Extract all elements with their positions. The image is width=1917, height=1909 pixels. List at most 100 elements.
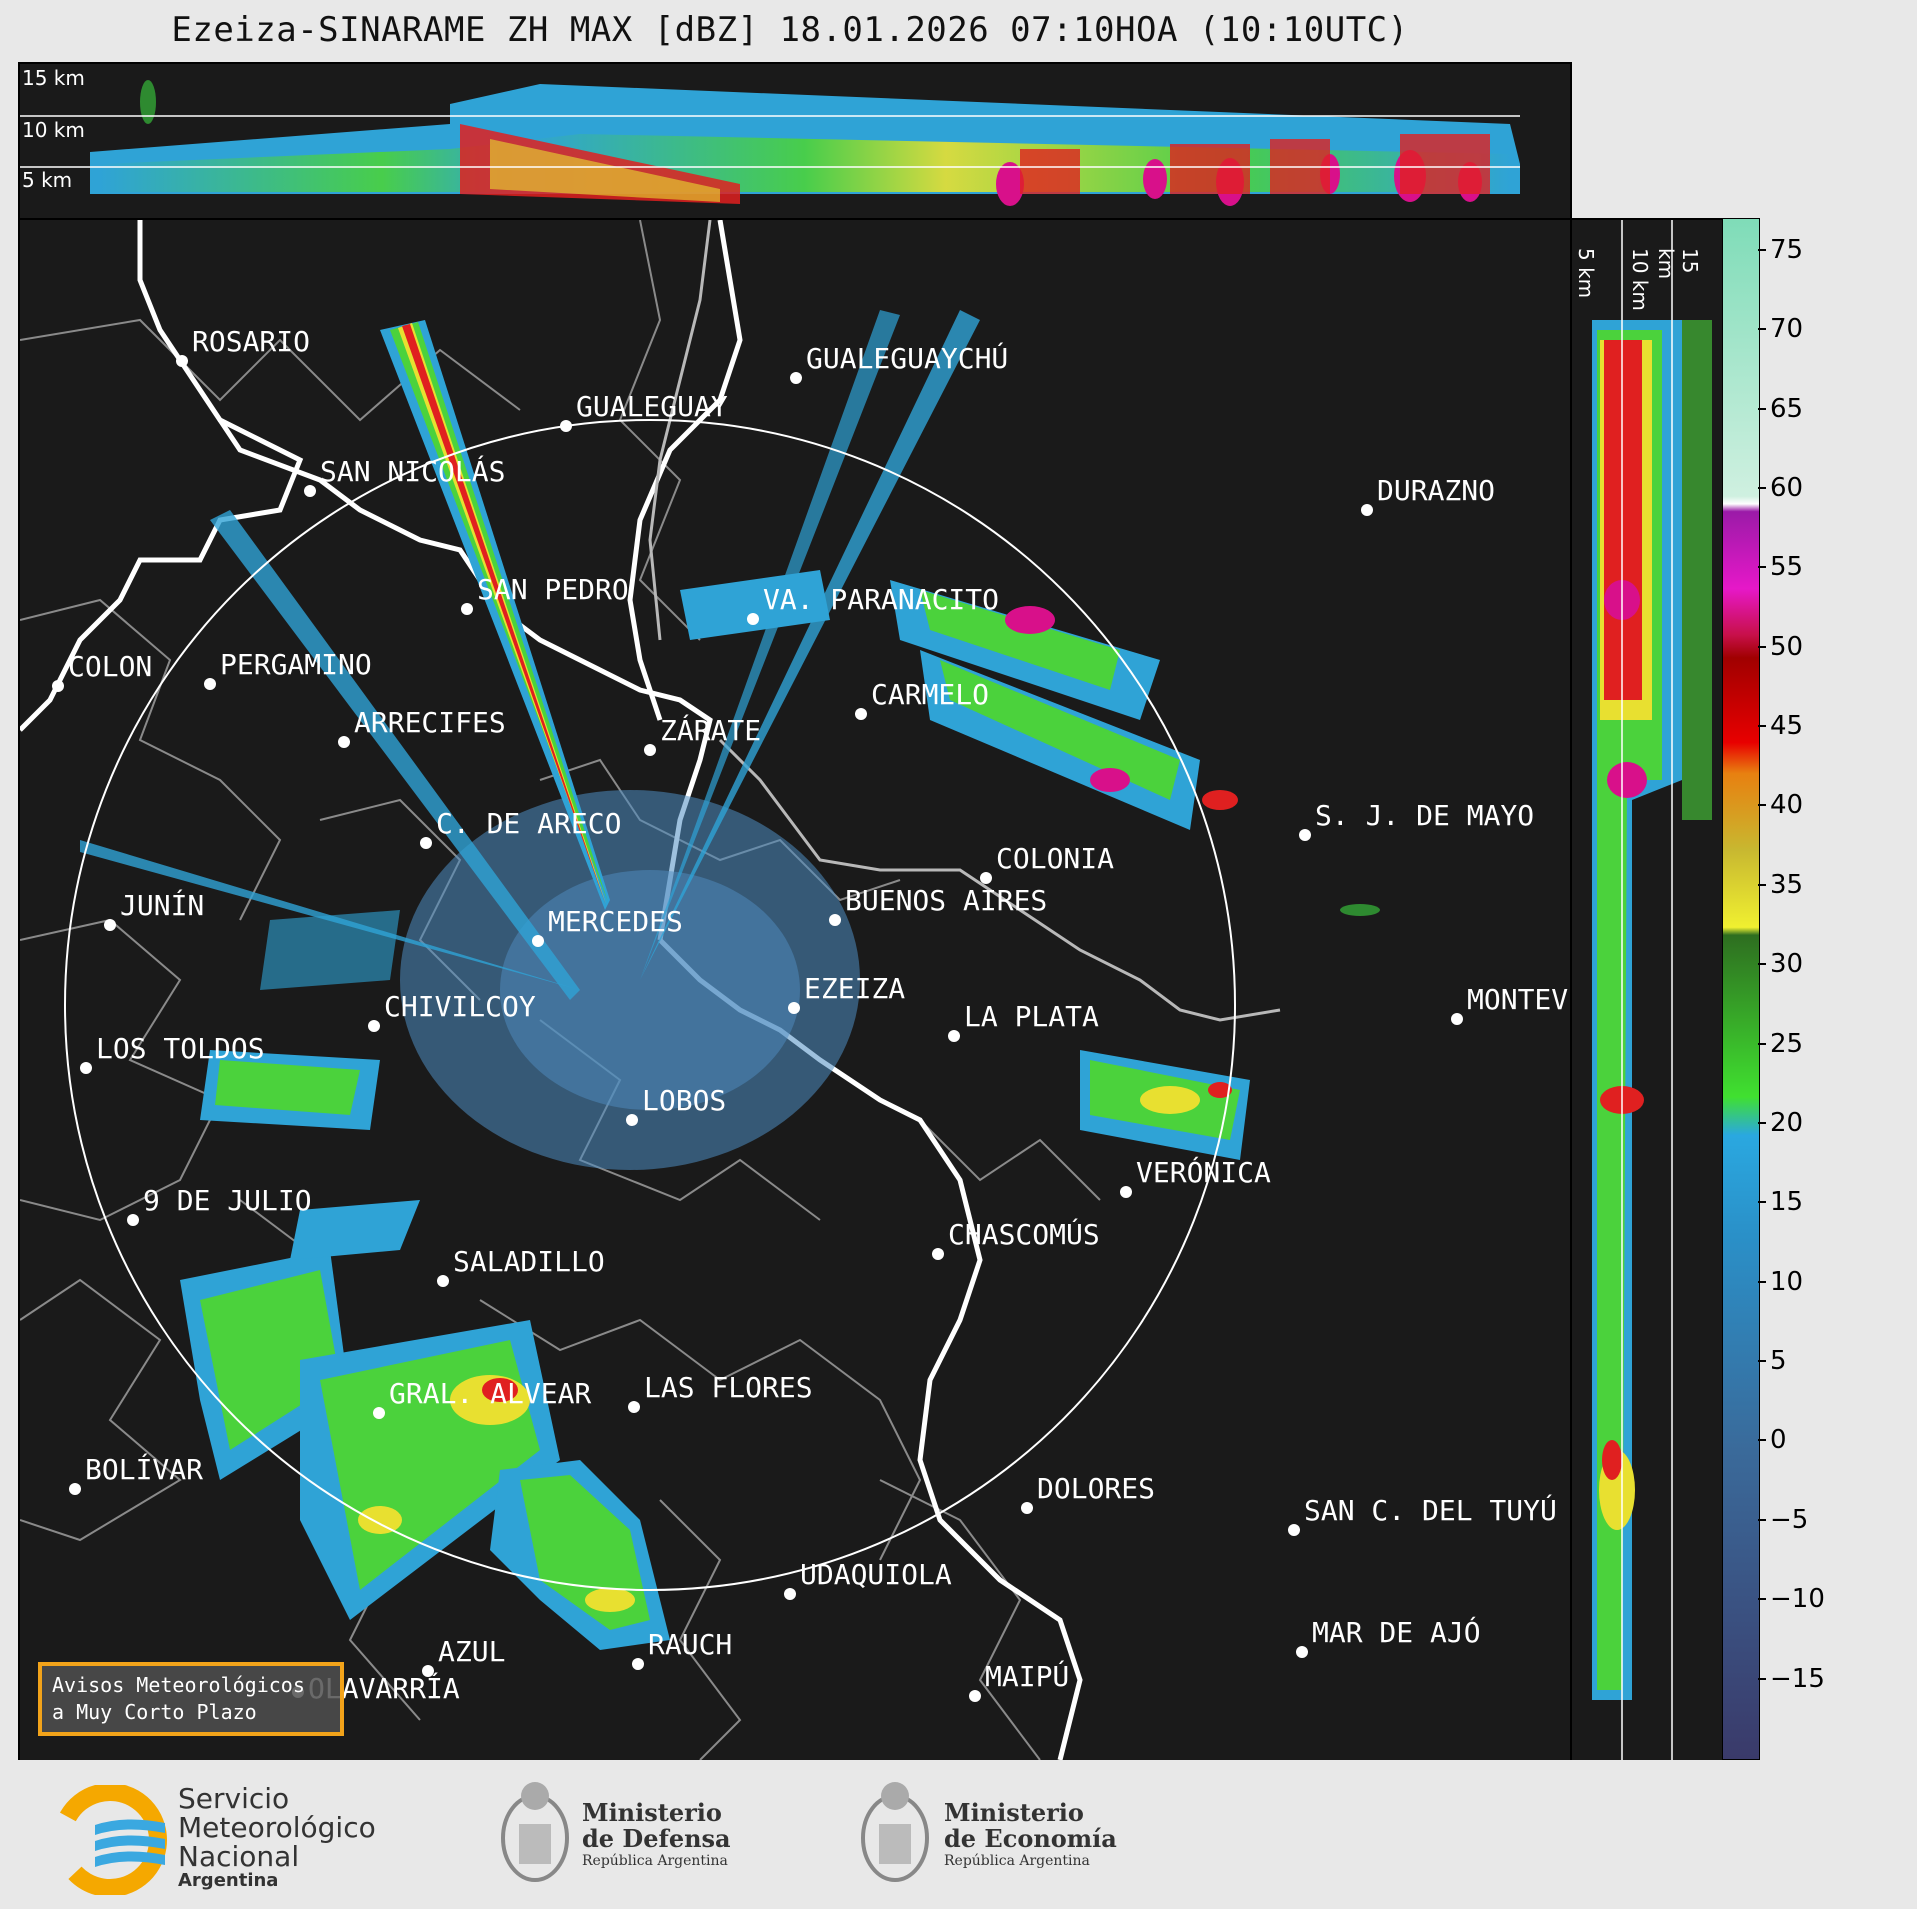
- colorbar-tick-label: 35: [1770, 869, 1804, 900]
- city-label-mercedes: MERCEDES: [548, 905, 683, 938]
- colorbar-tick-label: 0: [1770, 1425, 1787, 1456]
- top-cross-section-plot: [20, 80, 1520, 206]
- footer: Servicio Meteorológico Nacional Argentin…: [0, 1760, 1917, 1909]
- colorbar-tick: [1758, 1677, 1766, 1680]
- side-cross-section-panel: 5 km 10 km 15 km: [1570, 218, 1724, 1762]
- smn-line3: Nacional: [178, 1840, 300, 1873]
- city-label-maipu: MAIPÚ: [985, 1659, 1069, 1693]
- colorbar-tick: [1758, 248, 1766, 251]
- city-label-lobos: LOBOS: [642, 1084, 726, 1117]
- side-altitude-10km: 10 km: [1628, 248, 1652, 311]
- colorbar-tick: [1758, 1439, 1766, 1442]
- precip-cells: [180, 570, 1380, 1650]
- city-label-san-c-del-tuyu: SAN C. DEL TUYÚ: [1304, 1493, 1557, 1527]
- radar-spokes: [80, 310, 980, 1000]
- side-cross-section-plot: [1592, 220, 1712, 1760]
- city-label-bolivar: BOLÍVAR: [85, 1452, 203, 1486]
- colorbar-tick: [1758, 1360, 1766, 1363]
- smn-logo: [55, 1785, 167, 1895]
- colorbar-tick: [1758, 725, 1766, 728]
- city-label-arrecifes: ARRECIFES: [354, 706, 506, 739]
- city-labels: ROSARIO GUALEGUAYCHÚ GUALEGUAY SAN NICOL…: [68, 325, 1568, 1705]
- city-label-pergamino: PERGAMINO: [220, 648, 372, 681]
- colorbar-tick: [1758, 486, 1766, 489]
- city-label-montev: MONTEV: [1467, 983, 1568, 1016]
- city-label-carmelo: CARMELO: [871, 678, 989, 711]
- smn-line4: Argentina: [178, 1870, 279, 1891]
- city-label-9-de-julio: 9 DE JULIO: [143, 1184, 312, 1217]
- city-label-rauch: RAUCH: [648, 1628, 732, 1661]
- colorbar-tick-label: −10: [1770, 1584, 1825, 1615]
- colorbar-tick-label: 50: [1770, 631, 1804, 662]
- colorbar-tick: [1758, 804, 1766, 807]
- colorbar-tick-label: 25: [1770, 1028, 1804, 1059]
- colorbar-tick-label: 10: [1770, 1266, 1804, 1297]
- city-label-la-plata: LA PLATA: [964, 1000, 1099, 1033]
- colorbar-tick-label: 70: [1770, 314, 1804, 345]
- colorbar-tick: [1758, 328, 1766, 331]
- altitude-10km-label: 10 km: [22, 118, 85, 142]
- city-label-saladillo: SALADILLO: [453, 1245, 605, 1278]
- colorbar-tick-label: 65: [1770, 393, 1804, 424]
- city-label-chascomus: CHASCOMÚS: [948, 1217, 1100, 1251]
- top-cross-section-panel: 15 km 10 km 5 km: [18, 62, 1572, 222]
- defensa-line2: de Defensa: [582, 1824, 731, 1853]
- city-label-veronica: VERÓNICA: [1136, 1155, 1271, 1189]
- colorbar-tick-label: 75: [1770, 234, 1804, 265]
- colorbar-tick: [1758, 963, 1766, 966]
- colorbar-tick-label: −15: [1770, 1663, 1825, 1694]
- city-label-colon: COLON: [68, 650, 152, 683]
- economia-emblem-icon: [861, 1782, 929, 1882]
- smn-line2: Meteorológico: [178, 1811, 376, 1844]
- city-label-gualeguaychu: GUALEGUAYCHÚ: [806, 341, 1008, 375]
- defensa-line1: Ministerio: [582, 1798, 722, 1827]
- colorbar-tick: [1758, 1121, 1766, 1124]
- colorbar: [1722, 218, 1760, 1760]
- colorbar-tick-label: 45: [1770, 711, 1804, 742]
- colorbar-tick: [1758, 883, 1766, 886]
- radar-map[interactable]: ROSARIO GUALEGUAYCHÚ GUALEGUAY SAN NICOL…: [18, 218, 1572, 1762]
- economia-line1: Ministerio: [944, 1798, 1084, 1827]
- defensa-emblem-icon: [501, 1782, 569, 1882]
- smn-name: Servicio Meteorológico Nacional Argentin…: [178, 1784, 376, 1891]
- colorbar-tick: [1758, 1042, 1766, 1045]
- city-label-ezeiza: EZEIZA: [804, 972, 905, 1005]
- city-label-udaquiola: UDAQUIOLA: [800, 1558, 952, 1591]
- province-borders: [20, 220, 1101, 1760]
- colorbar-tick: [1758, 1598, 1766, 1601]
- city-label-gral-alvear: GRAL. ALVEAR: [389, 1377, 591, 1410]
- chart-title: Ezeiza-SINARAME ZH MAX [dBZ] 18.01.2026 …: [171, 10, 1409, 50]
- defensa-line3: República Argentina: [582, 1853, 728, 1869]
- colorbar-tick: [1758, 566, 1766, 569]
- colorbar-tick: [1758, 1518, 1766, 1521]
- avisos-button[interactable]: Avisos Meteorológicos a Muy Corto Plazo: [38, 1662, 344, 1736]
- city-label-colonia: COLONIA: [996, 842, 1114, 875]
- city-label-san-nicolas: SAN NICOLÁS: [320, 454, 505, 488]
- colorbar-ticks: 75 70 65 60 55 50 45 40 35 30 25 20 15 10 5 0 −5 −10 −15: [1758, 218, 1858, 1758]
- city-label-gualeguay: GUALEGUAY: [576, 390, 728, 423]
- economia-name: Ministerio de Economía República Argenti…: [944, 1800, 1117, 1870]
- colorbar-gradient: [1723, 219, 1759, 1759]
- colorbar-tick: [1758, 407, 1766, 410]
- city-label-azul: AZUL: [438, 1635, 505, 1668]
- colorbar-tick-label: 30: [1770, 949, 1804, 980]
- altitude-15km-label: 15 km: [22, 66, 85, 90]
- colorbar-tick-label: 20: [1770, 1107, 1804, 1138]
- city-label-rosario: ROSARIO: [192, 325, 310, 358]
- colorbar-tick: [1758, 1280, 1766, 1283]
- city-label-va-paranacito: VA. PARANACITO: [763, 583, 999, 616]
- radar-map-svg: ROSARIO GUALEGUAYCHÚ GUALEGUAY SAN NICOL…: [20, 220, 1568, 1760]
- city-label-c-de-areco: C. DE ARECO: [436, 807, 621, 840]
- colorbar-tick-label: 5: [1770, 1346, 1787, 1377]
- city-label-dolores: DOLORES: [1037, 1472, 1155, 1505]
- defensa-name: Ministerio de Defensa República Argentin…: [582, 1800, 731, 1870]
- colorbar-tick-label: 15: [1770, 1187, 1804, 1218]
- colorbar-tick-label: −5: [1770, 1504, 1809, 1535]
- side-altitude-5km: 5 km: [1574, 248, 1598, 299]
- city-label-buenos-aires: BUENOS AIRES: [845, 884, 1047, 917]
- city-markers: [52, 355, 1463, 1702]
- city-label-zarate: ZÁRATE: [660, 713, 761, 747]
- city-label-mar-de-ajo: MAR DE AJÓ: [1312, 1615, 1481, 1649]
- avisos-line1: Avisos Meteorológicos: [52, 1673, 305, 1697]
- side-altitude-15km: 15 km: [1654, 248, 1702, 280]
